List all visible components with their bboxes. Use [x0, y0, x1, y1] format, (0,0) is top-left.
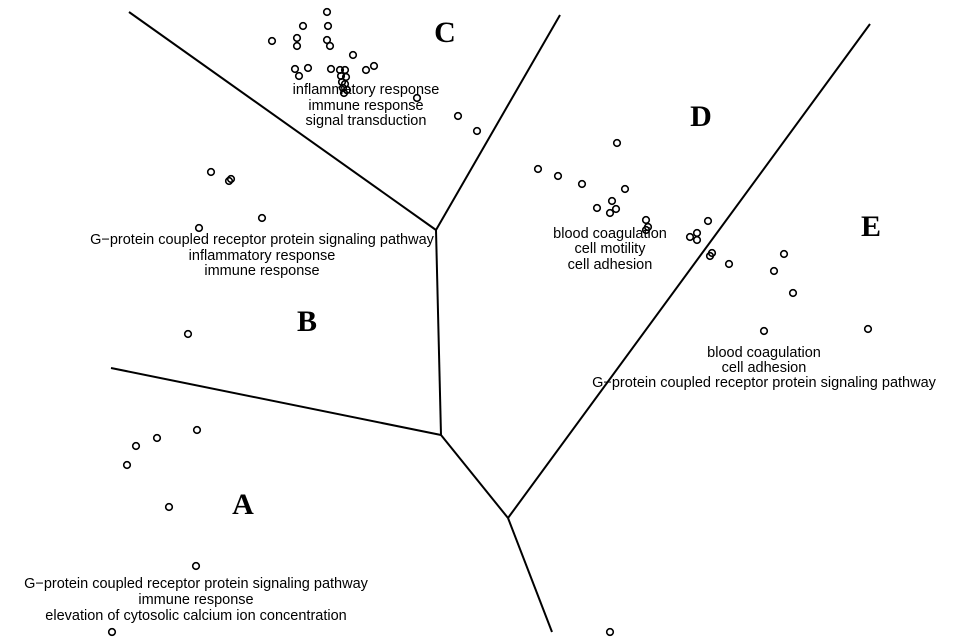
boundary-line: [507, 517, 553, 633]
data-point: [267, 36, 277, 46]
data-point: [348, 50, 358, 60]
region-letter-d: D: [690, 100, 712, 133]
data-point: [122, 460, 132, 470]
data-point: [152, 433, 162, 443]
region-a-term: elevation of cytosolic calcium ion conce…: [45, 608, 346, 624]
data-point: [191, 561, 201, 571]
region-b-term: immune response: [204, 263, 319, 279]
data-point: [292, 33, 302, 43]
data-point: [412, 93, 422, 103]
boundary-line: [128, 11, 437, 231]
data-point: [325, 41, 335, 51]
data-point: [361, 65, 371, 75]
region-e-term: blood coagulation: [707, 345, 821, 361]
region-letter-b: B: [297, 305, 317, 338]
data-points: [107, 7, 873, 637]
region-a-term: immune response: [138, 592, 253, 608]
data-point: [292, 41, 302, 51]
data-point: [339, 88, 349, 98]
data-point: [592, 203, 602, 213]
data-point: [641, 215, 651, 225]
data-point: [641, 225, 651, 235]
region-letter-c: C: [434, 16, 456, 49]
region-b-term: G−protein coupled receptor protein signa…: [90, 232, 435, 248]
data-point: [323, 21, 333, 31]
region-d-term: cell adhesion: [568, 257, 653, 273]
data-point: [298, 21, 308, 31]
region-boundaries: [110, 11, 871, 633]
data-point: [338, 83, 348, 93]
data-point: [692, 235, 702, 245]
data-point: [703, 216, 713, 226]
region-d-term: blood coagulation: [553, 226, 667, 242]
data-point: [620, 184, 630, 194]
data-point: [226, 174, 236, 184]
data-point: [612, 138, 622, 148]
data-point: [107, 627, 117, 637]
region-a-terms: G−protein coupled receptor protein signa…: [24, 576, 369, 624]
region-c-term: inflammatory response: [293, 82, 440, 98]
data-point: [303, 63, 313, 73]
data-point: [533, 164, 543, 174]
data-point: [322, 7, 332, 17]
data-point: [294, 71, 304, 81]
boundary-line: [435, 229, 442, 436]
region-c-term: immune response: [308, 98, 423, 114]
data-point: [577, 179, 587, 189]
region-b-terms: G−protein coupled receptor protein signa…: [90, 232, 435, 279]
data-point: [553, 171, 563, 181]
region-c-term: signal transduction: [306, 113, 427, 129]
data-point: [206, 167, 216, 177]
data-point: [705, 251, 715, 261]
data-point: [290, 64, 300, 74]
data-point: [724, 259, 734, 269]
data-point: [164, 502, 174, 512]
data-point: [183, 329, 193, 339]
data-point: [605, 627, 615, 637]
region-e-terms: blood coagulation cell adhesion G−protei…: [592, 345, 937, 391]
data-point: [779, 249, 789, 259]
data-point: [326, 64, 336, 74]
region-d-terms: blood coagulation cell motility cell adh…: [553, 226, 667, 273]
data-point: [131, 441, 141, 451]
data-point: [769, 266, 779, 276]
data-point: [611, 204, 621, 214]
region-letter-a: A: [232, 488, 254, 521]
data-point: [788, 288, 798, 298]
data-point: [692, 228, 702, 238]
data-point: [453, 111, 463, 121]
region-e-term: G−protein coupled receptor protein signa…: [592, 375, 937, 391]
data-point: [192, 425, 202, 435]
region-letters: A B C D E: [232, 16, 881, 521]
data-point: [759, 326, 769, 336]
data-point: [472, 126, 482, 136]
boundary-line: [440, 434, 509, 519]
region-e-term: cell adhesion: [722, 360, 807, 376]
boundary-line: [110, 367, 442, 436]
data-point: [224, 176, 234, 186]
region-a-term: G−protein coupled receptor protein signa…: [24, 576, 369, 592]
region-d-term: cell motility: [575, 241, 647, 257]
region-b-term: inflammatory response: [189, 248, 336, 264]
data-point: [607, 196, 617, 206]
data-point: [685, 232, 695, 242]
region-c-terms: inflammatory response immune response si…: [293, 82, 440, 129]
data-point: [194, 223, 204, 233]
region-letter-e: E: [861, 210, 881, 243]
boundary-line: [507, 23, 871, 519]
boundary-line: [435, 14, 561, 231]
data-point: [257, 213, 267, 223]
data-point: [369, 61, 379, 71]
data-point: [863, 324, 873, 334]
data-point: [605, 208, 615, 218]
